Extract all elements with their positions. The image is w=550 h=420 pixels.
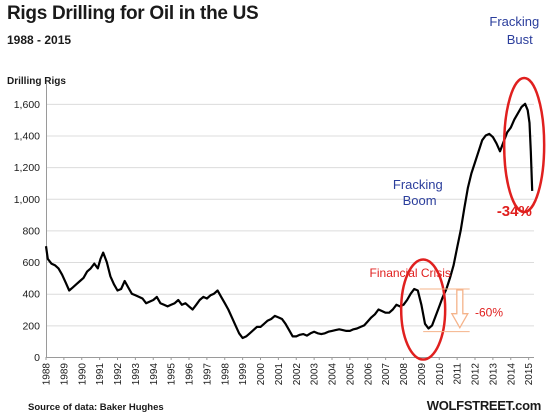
fracking-boom-label-line2: Boom [403,193,437,208]
financial-crisis-circle [399,258,447,361]
y-tick-label: 1,400 [14,130,40,142]
fracking-bust-circle [502,76,546,214]
y-tick-label: 1,200 [14,162,40,174]
x-tick-label: 2013 [488,363,499,386]
x-tick-label: 1999 [238,363,249,386]
chart-subtitle: 1988 - 2015 [7,33,72,47]
fracking-bust-label-line2: Bust [507,32,533,47]
x-tick-label: 2008 [399,363,410,386]
x-tick-label: 1994 [149,363,160,386]
x-tick-label: 1989 [59,363,70,386]
x-tick-label: 2005 [345,363,356,386]
x-tick-label: 2010 [435,363,446,386]
x-tick-label: 1990 [77,363,88,386]
x-tick-label: 2002 [292,363,303,386]
x-tick-label: 2015 [524,363,535,386]
x-tick-label: 2000 [256,363,267,386]
drop-arrow [450,289,469,329]
x-tick-label: 2007 [381,363,392,386]
brand-label: WOLFSTREET.com [426,398,542,413]
x-tick-label: 1995 [167,363,178,386]
x-tick-label: 2006 [363,363,374,386]
y-tick-label: 1,600 [14,99,40,111]
rig-count-line [44,102,534,340]
x-tick-label: 2004 [328,363,339,386]
x-tick-label: 1998 [220,363,231,386]
x-tick-label: 2012 [471,363,482,386]
y-tick-label: 600 [22,257,40,269]
financial-crisis-label: Financial Crisis [370,266,451,280]
x-tick-label: 2003 [310,363,321,386]
y-tick-label: 0 [34,352,40,364]
data-source-note: Source of data: Baker Hughes [28,402,164,413]
x-tick-label: 1992 [113,363,124,386]
y-axis-label: Drilling Rigs [7,76,66,87]
x-tick-label: 1993 [131,363,142,386]
x-tick-label: 2001 [274,363,285,386]
x-tick-label: 2014 [506,363,517,386]
x-tick-label: 1996 [185,363,196,386]
x-tick-label: 2011 [453,363,464,385]
drop-2015-label: -34% [497,203,532,220]
y-tick-label: 400 [22,289,40,301]
y-tick-label: 800 [22,225,40,237]
x-tick-label: 1991 [95,363,106,386]
drop-2009-label: -60% [475,306,503,320]
y-tick-label: 1,000 [14,194,40,206]
fracking-boom-label-line1: Fracking [393,177,443,192]
fracking-bust-label-line1: Fracking [489,14,539,29]
y-tick-label: 200 [22,320,40,332]
x-tick-label: 2009 [417,363,428,386]
chart-title: Rigs Drilling for Oil in the US [7,3,259,24]
x-tick-label: 1988 [42,363,53,386]
x-tick-label: 1997 [202,363,213,386]
